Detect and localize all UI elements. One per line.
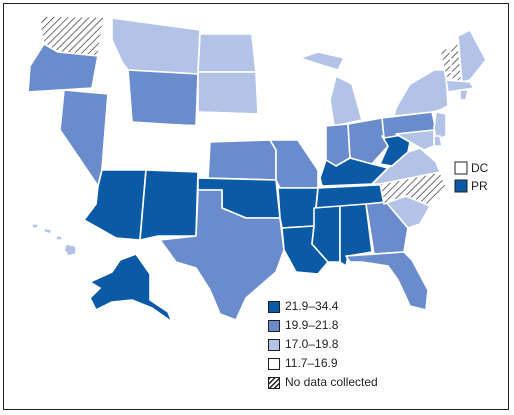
state-NM	[140, 170, 198, 240]
legend-label-2: 19.9–21.8	[285, 318, 338, 332]
territory-key: DC PR	[455, 161, 489, 193]
territory-box-pr	[455, 180, 467, 192]
state-DE	[434, 136, 442, 146]
states-layer	[22, 16, 486, 322]
territory-box-dc	[455, 162, 467, 174]
state-MI	[330, 76, 362, 126]
state-SD	[198, 72, 258, 114]
state-KS	[208, 140, 276, 180]
legend-label-3: 17.0–19.8	[285, 337, 338, 351]
legend-label-nodata: No data collected	[285, 375, 378, 389]
state-FL	[346, 252, 428, 310]
territory-label-pr: PR	[471, 179, 488, 193]
legend-swatch-nodata	[268, 377, 280, 389]
state-HI	[32, 224, 76, 256]
territory-label-dc: DC	[471, 161, 489, 175]
state-CT	[448, 90, 460, 104]
state-CO	[146, 124, 210, 174]
state-MT	[112, 18, 200, 74]
legend-label-4: 11.7–16.9	[285, 356, 338, 370]
state-ME	[458, 30, 486, 82]
state-RI	[460, 90, 468, 100]
state-ND	[198, 34, 256, 72]
state-WI	[286, 58, 318, 112]
state-AR	[278, 188, 318, 228]
legend-swatch-3	[268, 339, 280, 351]
state-AK	[90, 254, 172, 322]
legend-swatch-1	[268, 301, 280, 313]
legend-swatch-4	[268, 358, 280, 370]
legend-swatch-2	[268, 320, 280, 332]
legend-label-1: 21.9–34.4	[285, 299, 338, 313]
state-NY	[394, 70, 448, 116]
state-WY	[128, 70, 198, 126]
